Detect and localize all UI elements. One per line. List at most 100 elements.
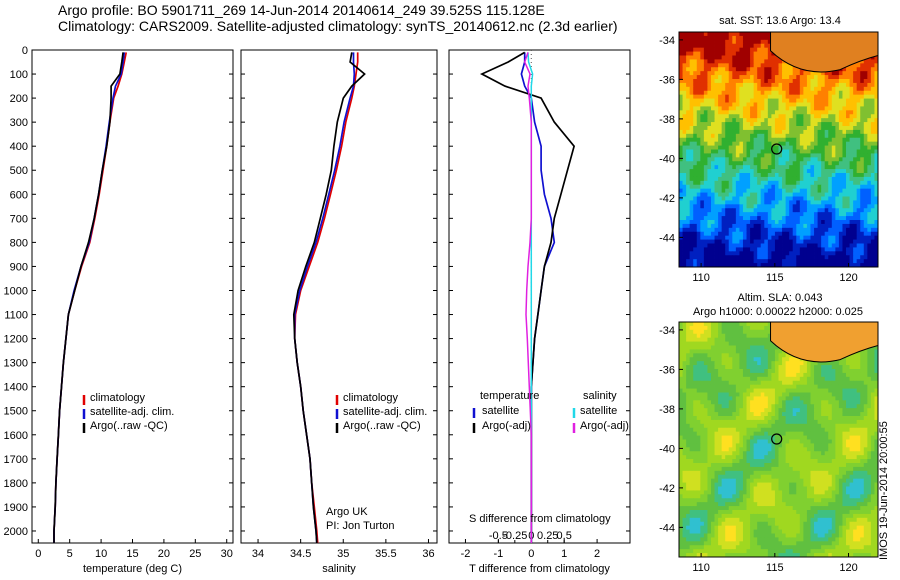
map-ytick-label: -38 <box>659 404 675 416</box>
legend-argo-1: Argo(..raw -QC) <box>90 420 168 432</box>
ytick-label: 100 <box>10 69 28 81</box>
xtick-label-1: 5 <box>67 548 73 560</box>
ytick-label: 1700 <box>4 454 28 466</box>
xtick-label-3: 0 <box>528 548 534 560</box>
map-ytick-label: -38 <box>659 114 675 126</box>
map-xtick-label: 120 <box>839 272 857 284</box>
map-ytick-label: -36 <box>659 364 675 376</box>
series-satellite-adj-clim--1 <box>53 52 126 543</box>
stick-label-3: 0.25 <box>537 530 558 542</box>
ytick-label: 1200 <box>4 334 28 346</box>
credit-text: IMOS 19-Jun-2014 20:00:55 <box>878 421 890 560</box>
xtick-label-1: 0 <box>35 548 41 560</box>
ytick-label: 1800 <box>4 478 28 490</box>
stick-label-3: 0.5 <box>557 530 572 542</box>
ytick-label: 1500 <box>4 406 28 418</box>
ytick-label: 1900 <box>4 502 28 514</box>
map2-title2: Argo h1000: 0.00022 h2000: 0.025 <box>692 306 864 318</box>
xtick-label-3: -2 <box>461 548 471 560</box>
ytick-label: 400 <box>10 141 28 153</box>
map-ytick-label: -40 <box>659 443 675 455</box>
map-ytick-label: -34 <box>659 35 675 47</box>
ytick-label: 1400 <box>4 382 28 394</box>
panel-frame-1 <box>31 49 234 544</box>
series-argo-raw-qc--1 <box>53 52 124 543</box>
argo-position-marker <box>771 143 783 155</box>
series-argo-raw-qc--2 <box>292 52 366 544</box>
xtick-label-3: 1 <box>561 548 567 560</box>
map-xtick-label: 115 <box>766 562 784 574</box>
map-ytick-label: -42 <box>659 483 675 495</box>
map-ytick-label: -36 <box>659 74 675 86</box>
map-ytick-label: -44 <box>659 232 675 244</box>
ytick-label: 0 <box>22 45 28 57</box>
map-xtick-label: 110 <box>692 562 710 574</box>
map-1 <box>679 31 879 268</box>
map-xtick-label: 110 <box>692 272 710 284</box>
ytick-label: 1100 <box>4 310 28 322</box>
ytick-label: 600 <box>10 189 28 201</box>
map-frame-1 <box>678 31 879 268</box>
map-ytick-label: -34 <box>659 325 675 337</box>
ytick-label: 500 <box>10 165 28 177</box>
land-mass <box>770 321 879 363</box>
legend-climatology-1: climatology <box>90 392 146 404</box>
xtick-label-2: 34.5 <box>290 548 311 560</box>
map-ytick-label: -42 <box>659 193 675 205</box>
stick-label-3: -0.25 <box>502 530 527 542</box>
legend-climatology-2: climatology <box>343 392 399 404</box>
xlabel-3: T difference from climatology <box>469 563 610 575</box>
legend-sal-sat: satellite <box>580 405 618 417</box>
map1-title: sat. SST: 13.6 Argo: 13.4 <box>719 15 841 27</box>
legend-satellite-1: satellite-adj. clim. <box>90 406 175 418</box>
note-argo-uk: Argo UK <box>326 506 368 518</box>
xtick-label-2: 35 <box>337 548 349 560</box>
note-pi: PI: Jon Turton <box>326 520 395 532</box>
xlabel-2: salinity <box>322 563 356 575</box>
xtick-label-1: 30 <box>221 548 233 560</box>
map2-title1: Altim. SLA: 0.043 <box>737 292 823 304</box>
xtick-label-2: 34 <box>252 548 264 560</box>
series-s-argo-adj--3 <box>523 52 533 543</box>
legend-temp-title: temperature <box>480 390 540 402</box>
map-ytick-label: -44 <box>659 522 675 534</box>
legend-argo-2: Argo(..raw -QC) <box>343 420 421 432</box>
series-climatology-1 <box>53 52 128 543</box>
ytick-label: 900 <box>10 261 28 273</box>
plot-title-line1: Argo profile: BO 5901711_269 14-Jun-2014… <box>58 2 545 18</box>
s-diff-label: S difference from climatology <box>469 513 611 525</box>
map-frame-2 <box>678 321 879 558</box>
legend-temp-sat: satellite <box>482 405 520 417</box>
xtick-label-1: 10 <box>95 548 107 560</box>
stick-label-3: -0.5 <box>489 530 508 542</box>
map-2 <box>679 321 879 558</box>
legend-satellite-2: satellite-adj. clim. <box>343 406 428 418</box>
xtick-label-3: 2 <box>594 548 600 560</box>
series-t-argo-adj--3 <box>479 51 576 543</box>
ytick-label: 300 <box>10 117 28 129</box>
xtick-label-1: 20 <box>158 548 170 560</box>
xlabel-1: temperature (deg C) <box>83 563 182 575</box>
series-climatology-2 <box>293 52 359 544</box>
argo-position-marker <box>771 433 783 445</box>
panel-frame-2 <box>240 49 438 544</box>
ytick-label: 2000 <box>4 526 28 538</box>
ytick-label: 1000 <box>4 285 28 297</box>
ytick-label: 1600 <box>4 430 28 442</box>
xtick-label-2: 35.5 <box>375 548 396 560</box>
xtick-label-3: -1 <box>493 548 503 560</box>
map-xtick-label: 120 <box>839 562 857 574</box>
legend-sal-argo: Argo(-adj) <box>580 420 629 432</box>
ytick-label: 200 <box>10 93 28 105</box>
panel-frame-3 <box>448 49 631 544</box>
ytick-label: 1300 <box>4 358 28 370</box>
legend-sal-title: salinity <box>583 390 617 402</box>
xtick-label-1: 15 <box>126 548 138 560</box>
ytick-label: 800 <box>10 237 28 249</box>
ytick-label: 700 <box>10 213 28 225</box>
xtick-label-1: 25 <box>189 548 201 560</box>
land-mass <box>770 31 879 73</box>
plot-title-line2: Climatology: CARS2009. Satellite-adjuste… <box>58 18 618 34</box>
legend-temp-argo: Argo(-adj) <box>482 420 531 432</box>
